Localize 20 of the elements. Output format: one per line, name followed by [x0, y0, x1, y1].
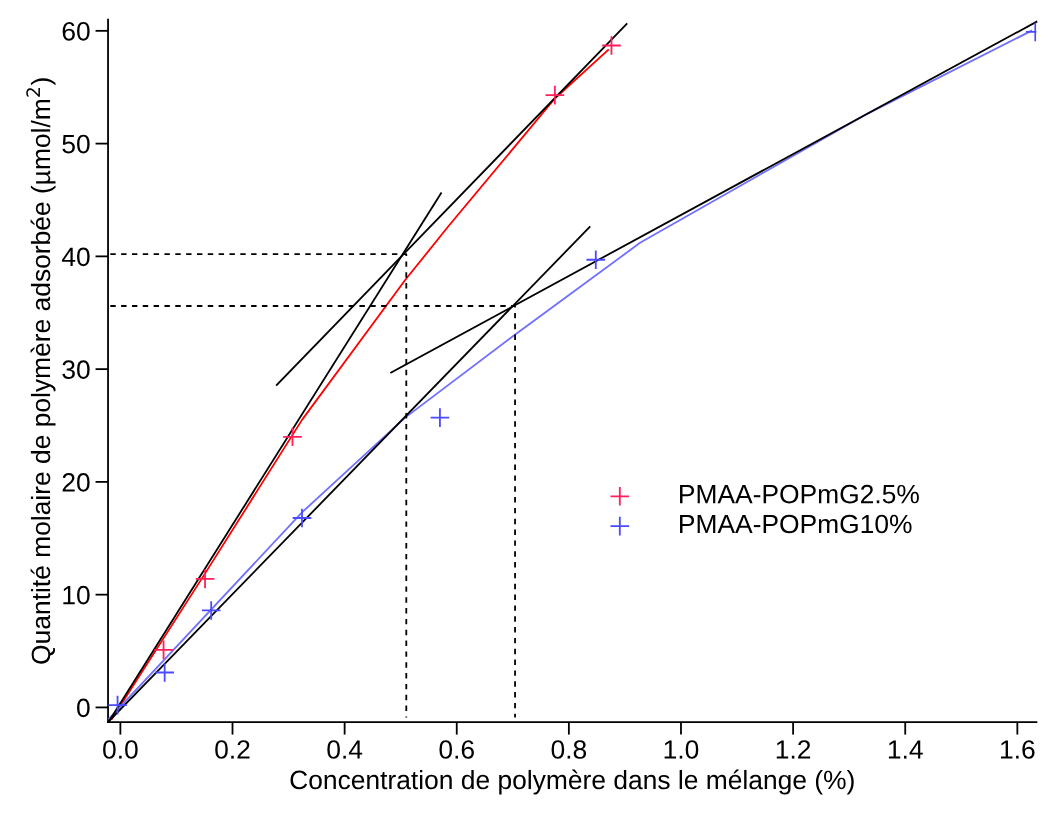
- x-tick-label: 1.4: [888, 740, 923, 759]
- y-tick-label: 40: [61, 247, 90, 267]
- y-tick-label: 0: [77, 698, 90, 718]
- x-tick-label: 1.2: [776, 740, 811, 759]
- y-tick-label: 30: [62, 360, 90, 379]
- x-tick-label: 0.0: [103, 740, 138, 759]
- y-axis-title: Quantité molaire de polymère adsorbée (µmol/m$^{2}$): [26, 78, 56, 664]
- y-tick-label: 10: [63, 585, 90, 605]
- y-tick-label: 50: [62, 134, 90, 154]
- legend-label: PMAA-POPmG10%: [680, 514, 912, 534]
- y-tick-label: 20: [62, 473, 90, 492]
- x-tick-label: 0.4: [327, 740, 363, 759]
- legend-label: PMAA-POPmG2.5%: [680, 484, 919, 504]
- y-tick-label: 60: [62, 21, 90, 41]
- x-axis-title: Concentration de polymère dans le mélange (%): [290, 769, 854, 795]
- x-tick-label: 0.8: [551, 740, 587, 759]
- x-tick-label: 1.6: [1001, 740, 1035, 759]
- x-tick-label: 0.2: [215, 740, 250, 759]
- x-tick-label: 1.0: [664, 740, 699, 759]
- x-tick-label: 0.6: [439, 740, 474, 759]
